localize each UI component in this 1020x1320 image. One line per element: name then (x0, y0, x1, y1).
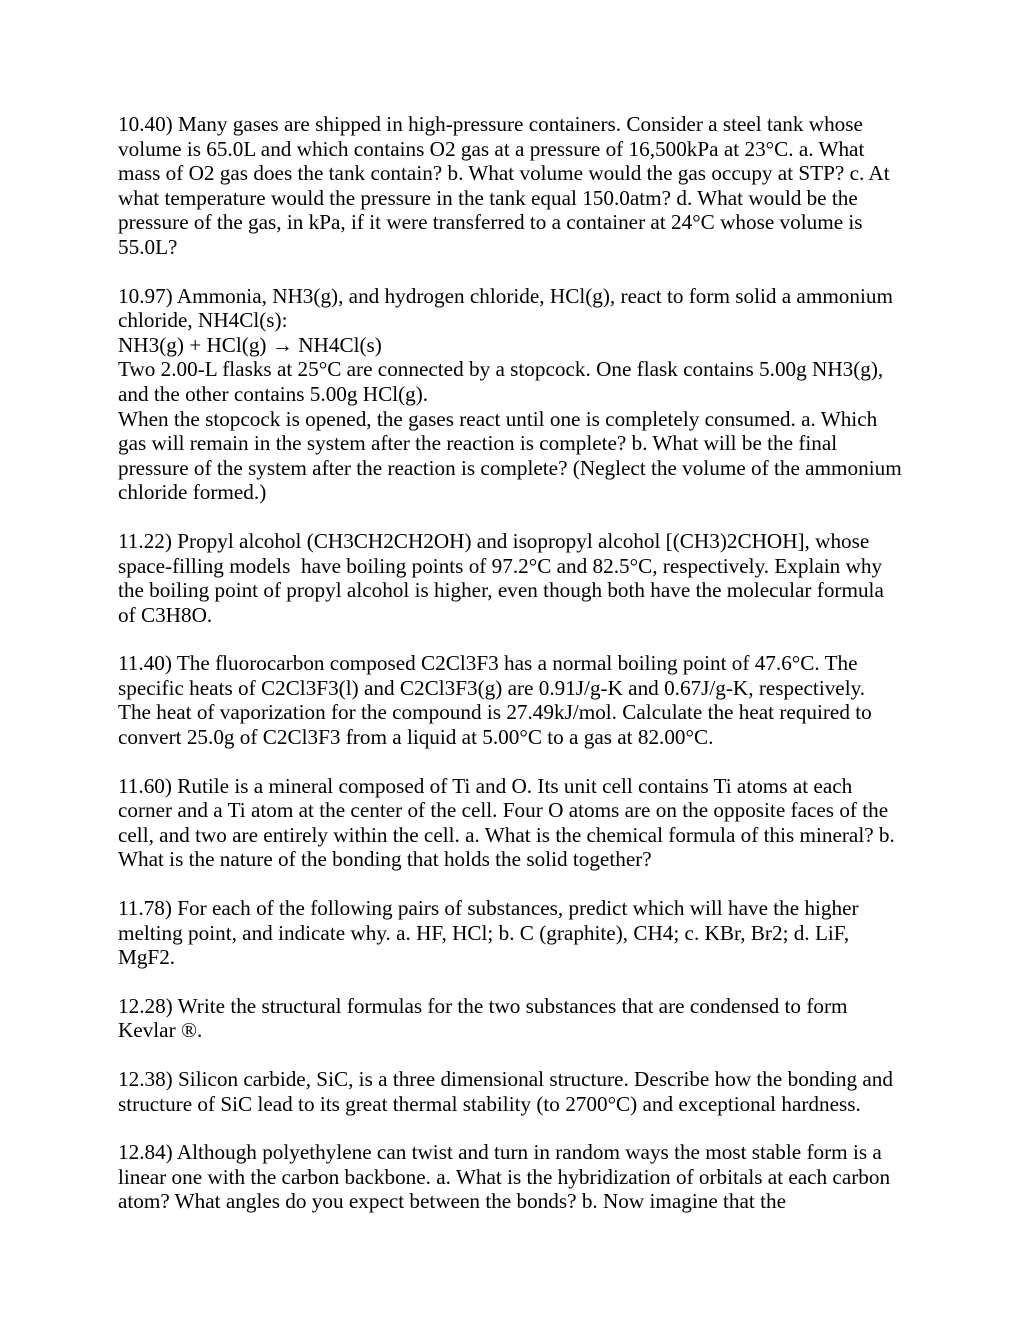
problem-12-84: 12.84) Although polyethylene can twist a… (118, 1140, 902, 1214)
problem-12-38: 12.38) Silicon carbide, SiC, is a three … (118, 1067, 902, 1116)
problem-10-40: 10.40) Many gases are shipped in high-pr… (118, 112, 902, 260)
problem-10-97: 10.97) Ammonia, NH3(g), and hydrogen chl… (118, 284, 902, 505)
problem-12-28: 12.28) Write the structural formulas for… (118, 994, 902, 1043)
problem-11-40: 11.40) The fluorocarbon composed C2Cl3F3… (118, 651, 902, 749)
problem-11-78: 11.78) For each of the following pairs o… (118, 896, 902, 970)
problem-11-22: 11.22) Propyl alcohol (CH3CH2CH2OH) and … (118, 529, 902, 627)
problem-11-60: 11.60) Rutile is a mineral composed of T… (118, 774, 902, 872)
